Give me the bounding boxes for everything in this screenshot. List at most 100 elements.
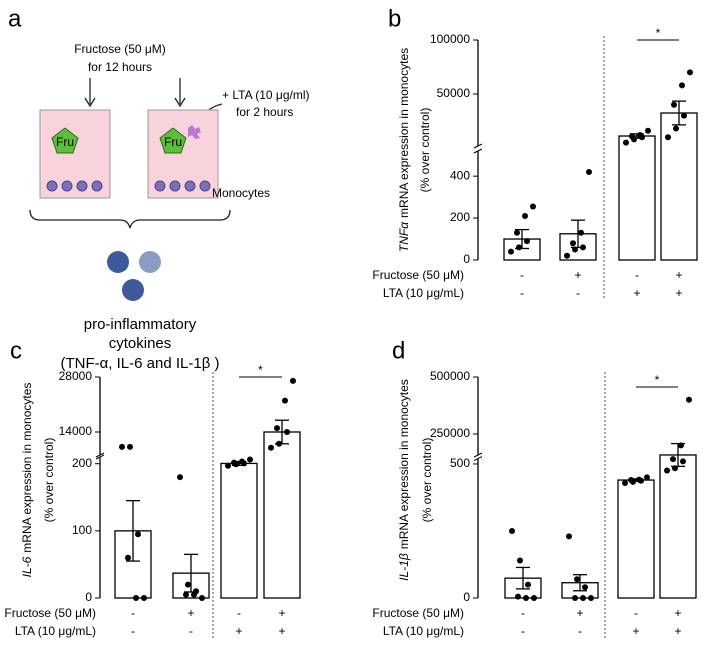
condition-sign: + [674, 624, 681, 638]
y-axis-note: (% over control) [420, 438, 434, 523]
condition-label: LTA (10 μg/mL) [15, 624, 96, 638]
axis-break [473, 452, 483, 458]
data-point [515, 593, 521, 600]
axis-break [473, 143, 483, 149]
condition-sign: + [235, 624, 242, 638]
data-point [673, 125, 679, 132]
data-point [514, 229, 520, 236]
data-point [664, 467, 670, 474]
condition-sign: - [131, 606, 135, 620]
data-point [177, 474, 183, 481]
data-point [572, 595, 578, 601]
arrowhead [84, 97, 96, 108]
data-point [580, 595, 586, 601]
output-text: cytokines [109, 335, 172, 352]
data-point [588, 595, 594, 601]
data-point [629, 133, 635, 140]
gene-name: TNFα [397, 221, 411, 252]
data-point [509, 527, 515, 534]
data-point [191, 591, 197, 598]
y-tick-label: 28000 [59, 369, 93, 383]
data-point [516, 244, 522, 251]
condition-sign: - [635, 268, 639, 282]
data-point [570, 240, 576, 247]
data-point [135, 531, 141, 538]
data-point [247, 456, 253, 463]
data-point [185, 581, 191, 588]
condition-sign: - [237, 606, 241, 620]
lta-icon [188, 125, 201, 139]
bar [618, 135, 656, 261]
condition-sign: + [187, 606, 194, 620]
bar [220, 462, 258, 599]
condition-sign: + [633, 286, 640, 300]
chart-panel: c 0 100 200 14000 28000 IL-6 mRNA expression in… [4, 337, 301, 638]
data-point [531, 595, 537, 601]
data-point [687, 69, 693, 76]
panel-a: a Fructose (50 μM) for 12 hours + LTA (1… [8, 5, 310, 372]
y-tick-label: 200 [450, 210, 470, 224]
y-axis-label-text: mRNA expression in monocytes [20, 383, 34, 553]
axis-break [473, 456, 483, 462]
bar [659, 454, 697, 599]
y-tick-label: 500 [450, 456, 470, 470]
axis-break [473, 148, 483, 154]
gene-name: IL-1β [397, 553, 411, 581]
condition-sign: - [131, 624, 135, 638]
data-point [268, 444, 274, 451]
data-point [133, 595, 139, 601]
y-axis-label-text: mRNA expression in monocytes [397, 48, 411, 218]
treatment-text: + LTA (10 μg/ml) [222, 88, 310, 102]
condition-label: Fructose (50 μM) [372, 606, 464, 620]
panel-letter: d [392, 337, 405, 364]
data-point [574, 576, 580, 583]
chart-panel: b 0 200 400 50000 100000 TNFα mRNA expression i… [372, 5, 698, 300]
y-tick-label: 100 [72, 523, 92, 537]
data-point [284, 429, 290, 435]
y-tick-label: 400 [450, 168, 470, 182]
data-point [530, 203, 536, 210]
data-point [225, 462, 231, 469]
condition-sign: - [520, 286, 524, 300]
y-tick-label: 200 [72, 456, 92, 470]
data-point [199, 595, 205, 601]
y-axis-note: (% over control) [418, 108, 432, 193]
chart-panel: d 0 500 250000 500000 IL-1β mRNA expression in… [372, 337, 697, 638]
data-point [572, 246, 578, 253]
data-point [508, 248, 514, 255]
condition-sign: + [278, 606, 285, 620]
fructose-icon [159, 127, 187, 154]
condition-sign: - [189, 624, 193, 638]
data-point [119, 443, 125, 450]
y-tick-label: 14000 [59, 424, 93, 438]
y-axis-label: IL-1β mRNA expression in monocytes [397, 379, 411, 581]
cell-label: Monocytes [212, 186, 270, 200]
cells [46, 180, 211, 192]
cytokine-icon [139, 251, 161, 273]
data-point [566, 533, 572, 540]
condition-sign: + [675, 286, 682, 300]
fructose-icon [51, 127, 79, 154]
y-tick-label: 0 [85, 590, 92, 604]
fructose-label: Fru [56, 135, 74, 149]
data-point [183, 591, 189, 598]
fructose-label: Fru [164, 135, 182, 149]
significance-label: * [655, 373, 660, 387]
cytokine-icon [107, 251, 129, 273]
data-point [645, 127, 651, 134]
y-axis-label: IL-6 mRNA expression in monocytes [20, 383, 34, 578]
data-point [628, 477, 634, 484]
data-point [586, 168, 592, 175]
condition-sign: - [521, 606, 525, 620]
condition-sign: - [520, 268, 524, 282]
data-point [670, 456, 676, 463]
condition-sign: + [576, 606, 583, 620]
data-point [231, 459, 237, 466]
y-axis-label: TNFα mRNA expression in monocytes [397, 48, 411, 252]
y-axis-label-text: mRNA expression in monocytes [397, 379, 411, 549]
axis-break [95, 454, 105, 460]
condition-label: Fructose (50 μM) [4, 606, 96, 620]
data-point [681, 112, 687, 119]
data-point [665, 134, 671, 141]
